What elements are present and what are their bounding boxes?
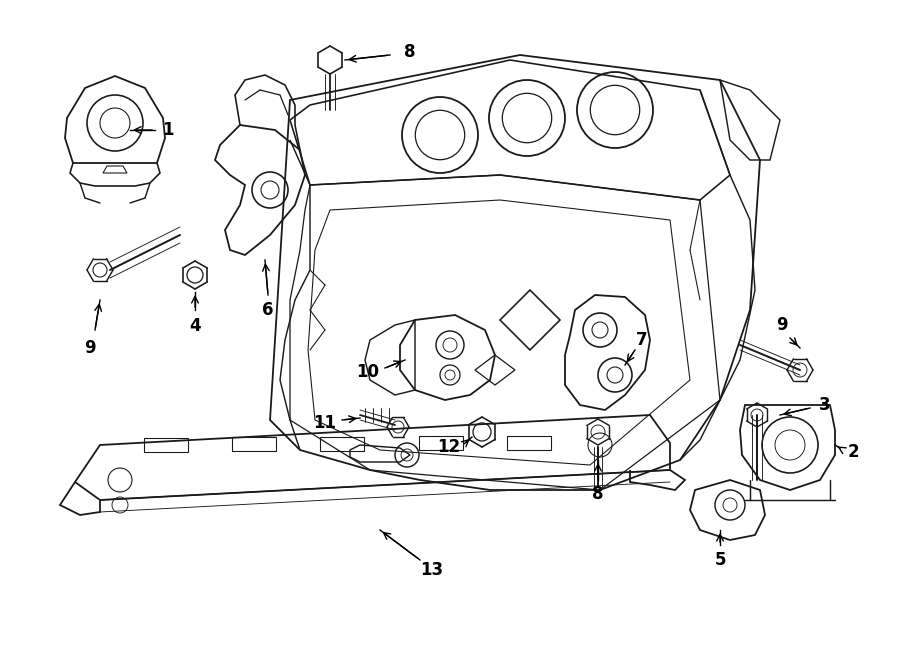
Text: 11: 11 — [313, 414, 337, 432]
Text: 2: 2 — [847, 443, 859, 461]
Text: 7: 7 — [636, 331, 648, 349]
Text: 13: 13 — [420, 561, 444, 579]
Text: 8: 8 — [592, 485, 604, 503]
Text: 1: 1 — [162, 121, 174, 139]
Text: 5: 5 — [715, 551, 725, 569]
Text: 3: 3 — [819, 396, 831, 414]
Text: 6: 6 — [262, 301, 274, 319]
Text: 8: 8 — [404, 43, 416, 61]
Text: 9: 9 — [776, 316, 788, 334]
Text: 12: 12 — [437, 438, 461, 456]
Text: 4: 4 — [189, 317, 201, 335]
Text: 9: 9 — [85, 339, 95, 357]
Text: 10: 10 — [356, 363, 380, 381]
